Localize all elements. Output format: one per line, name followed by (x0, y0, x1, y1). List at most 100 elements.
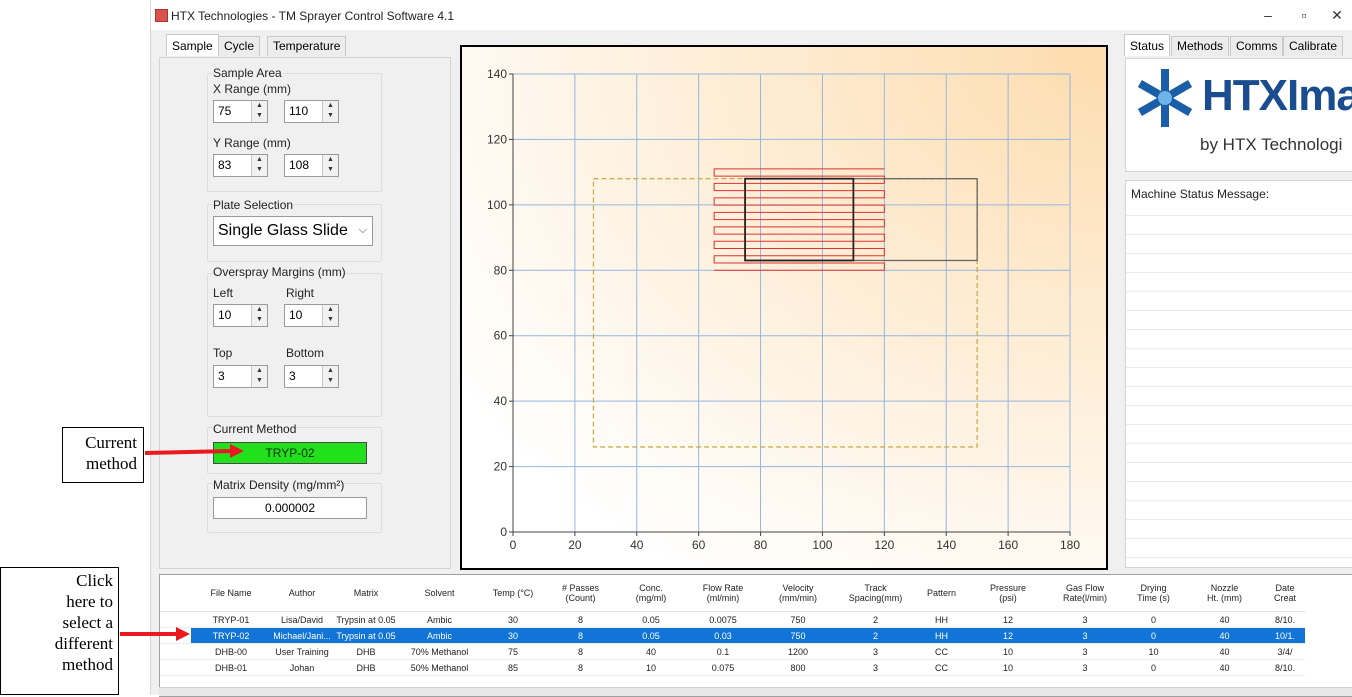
table-cell[interactable]: 40 (615, 643, 687, 660)
method-row[interactable]: DHB-01 Johan DHB 50% Methanol 85 8 10 0.075 800 3… (160, 659, 1305, 676)
table-cell[interactable]: 3 (837, 659, 914, 676)
table-cell[interactable]: 8 (546, 627, 615, 644)
minimize-button[interactable]: – (1264, 7, 1272, 23)
table-cell[interactable]: 3 (1047, 643, 1123, 660)
table-cell[interactable]: 1200 (759, 643, 837, 660)
column-header[interactable]: File Name (191, 575, 271, 612)
table-cell[interactable]: DHB (333, 659, 399, 676)
table-cell[interactable]: 30 (480, 611, 546, 628)
top-margin-spinner[interactable]: 3 ▲ ▼ (213, 365, 268, 388)
table-cell[interactable]: HH (914, 611, 969, 628)
table-cell[interactable]: 0.05 (615, 627, 687, 644)
bottom-margin-spinner[interactable]: 3 ▲ ▼ (284, 365, 339, 388)
table-cell[interactable]: 8/10. (1265, 611, 1305, 628)
table-cell[interactable]: 40 (1184, 643, 1265, 660)
column-header[interactable]: Pattern (914, 575, 969, 612)
table-cell[interactable]: 75 (480, 643, 546, 660)
table-cell[interactable]: TRYP-01 (191, 611, 271, 628)
table-cell[interactable]: 2 (837, 627, 914, 644)
table-cell[interactable]: 8 (546, 611, 615, 628)
table-cell[interactable]: 40 (1184, 659, 1265, 676)
table-cell[interactable]: 8/10. (1265, 659, 1305, 676)
right-margin-spinner[interactable]: 10 ▲ ▼ (284, 304, 339, 327)
table-cell[interactable]: 8 (546, 659, 615, 676)
tab-status[interactable]: Status (1124, 34, 1171, 56)
table-cell[interactable]: 10 (1123, 643, 1184, 660)
table-cell[interactable]: Lisa/David (271, 611, 333, 628)
matrix-density-field[interactable]: 0.000002 (213, 497, 367, 519)
x-min-spinner[interactable]: 75 ▲ ▼ (213, 100, 268, 123)
table-cell[interactable]: 10 (969, 643, 1047, 660)
table-cell[interactable]: Michael/Jani... (271, 627, 333, 644)
tab-cycle[interactable]: Cycle (218, 36, 261, 56)
plate-selection-dropdown[interactable]: Single Glass Slide ⌵ (213, 216, 373, 246)
column-header[interactable]: Solvent (399, 575, 480, 612)
tab-sample[interactable]: Sample (166, 34, 219, 56)
horizontal-scrollbar[interactable] (159, 687, 1352, 696)
table-cell[interactable]: Ambic (399, 627, 480, 644)
method-row[interactable]: TRYP-02 Michael/Jani... Trypsin at 0.05 Amb… (160, 627, 1305, 644)
method-row[interactable]: DHB-00 User Training DHB 70% Methanol 75 8 40 0… (160, 643, 1305, 660)
table-cell[interactable]: 0.0075 (687, 611, 759, 628)
table-cell[interactable]: 10/1. (1265, 627, 1305, 644)
row-selector[interactable] (160, 611, 191, 628)
tab-temperature[interactable]: Temperature (267, 36, 347, 56)
column-header[interactable]: Velocity (mm/min) (759, 575, 837, 612)
table-cell[interactable]: 10 (969, 659, 1047, 676)
column-header[interactable]: Author (271, 575, 333, 612)
spinner-arrows-icon[interactable]: ▲ ▼ (322, 366, 338, 387)
table-cell[interactable]: CC (914, 659, 969, 676)
table-cell[interactable]: 2 (837, 611, 914, 628)
table-cell[interactable]: CC (914, 643, 969, 660)
table-cell[interactable]: 12 (969, 627, 1047, 644)
table-cell[interactable]: 3 (1047, 659, 1123, 676)
spinner-arrows-icon[interactable]: ▲ ▼ (251, 101, 267, 122)
table-cell[interactable]: 750 (759, 611, 837, 628)
table-cell[interactable]: 50% Methanol (399, 659, 480, 676)
table-cell[interactable]: 0.1 (687, 643, 759, 660)
table-cell[interactable]: 40 (1184, 611, 1265, 628)
row-selector[interactable] (160, 643, 191, 660)
table-cell[interactable]: 0.075 (687, 659, 759, 676)
spinner-arrows-icon[interactable]: ▲ ▼ (322, 155, 338, 176)
table-cell[interactable]: 0 (1123, 627, 1184, 644)
spinner-arrows-icon[interactable]: ▲ ▼ (251, 366, 267, 387)
table-cell[interactable]: 30 (480, 627, 546, 644)
spinner-arrows-icon[interactable]: ▲ ▼ (251, 305, 267, 326)
table-cell[interactable]: 40 (1184, 627, 1265, 644)
table-cell[interactable]: 3 (1047, 627, 1123, 644)
column-header[interactable]: Temp (°C) (480, 575, 546, 612)
column-header[interactable]: Conc. (mg/ml) (615, 575, 687, 612)
tab-methods[interactable]: Methods (1171, 36, 1230, 56)
table-cell[interactable]: 3/4/ (1265, 643, 1305, 660)
table-cell[interactable]: Ambic (399, 611, 480, 628)
column-header[interactable]: Flow Rate (ml/min) (687, 575, 759, 612)
tab-calibrate[interactable]: Calibrate (1283, 36, 1344, 56)
column-header[interactable]: # Passes (Count) (546, 575, 615, 612)
table-cell[interactable]: 3 (837, 643, 914, 660)
table-cell[interactable]: 800 (759, 659, 837, 676)
column-header[interactable]: Date Creat (1265, 575, 1305, 612)
table-cell[interactable]: Johan (271, 659, 333, 676)
spinner-arrows-icon[interactable]: ▲ ▼ (322, 101, 338, 122)
left-margin-spinner[interactable]: 10 ▲ ▼ (213, 304, 268, 327)
table-cell[interactable]: 70% Methanol (399, 643, 480, 660)
row-selector[interactable] (160, 627, 191, 644)
close-button[interactable]: ✕ (1331, 7, 1343, 23)
table-cell[interactable]: DHB-00 (191, 643, 271, 660)
table-cell[interactable]: Trypsin at 0.05 (333, 627, 399, 644)
table-cell[interactable]: DHB-01 (191, 659, 271, 676)
column-header[interactable]: Track Spacing(mm) (837, 575, 914, 612)
table-cell[interactable]: 0 (1123, 659, 1184, 676)
table-cell[interactable]: DHB (333, 643, 399, 660)
table-cell[interactable]: User Training (271, 643, 333, 660)
table-cell[interactable]: 3 (1047, 611, 1123, 628)
table-cell[interactable]: 0 (1123, 611, 1184, 628)
row-selector[interactable] (160, 659, 191, 676)
method-row[interactable]: TRYP-01 Lisa/David Trypsin at 0.05 Ambic 30 8… (160, 611, 1305, 628)
x-max-spinner[interactable]: 110 ▲ ▼ (284, 100, 339, 123)
chevron-down-icon[interactable]: ⌵ (358, 224, 367, 236)
column-header[interactable]: Pressure (psi) (969, 575, 1047, 612)
table-cell[interactable]: Trypsin at 0.05 (333, 611, 399, 628)
table-cell[interactable]: 750 (759, 627, 837, 644)
